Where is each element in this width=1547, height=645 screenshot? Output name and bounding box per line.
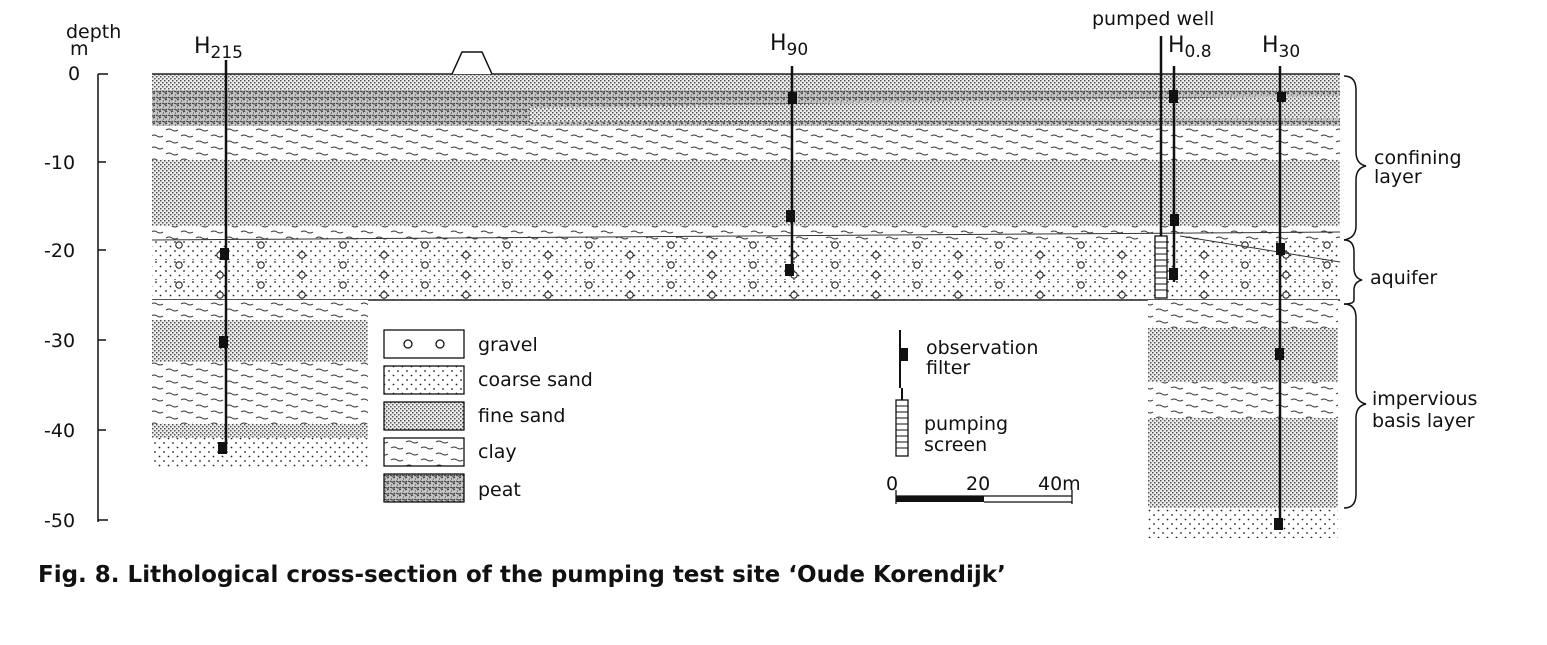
section-left-block bbox=[151, 73, 1341, 301]
legend-gravel-label: gravel bbox=[478, 334, 538, 356]
scale-label-40: 40m bbox=[1038, 473, 1081, 495]
legend-observation-line2: filter bbox=[926, 357, 970, 379]
axis-title-unit: m bbox=[70, 38, 89, 60]
legend-pumping-line1: pumping bbox=[924, 413, 1008, 435]
label-impervious-line2: basis layer bbox=[1372, 410, 1475, 432]
symbol-legend: observation filter pumping screen bbox=[895, 330, 1038, 457]
legend-observation-line1: observation bbox=[926, 337, 1038, 359]
scale-label-0: 0 bbox=[886, 473, 898, 495]
legend-fine-sand-label: fine sand bbox=[478, 405, 565, 427]
depth-axis: depth m 0 -10 -20 -30 -40 -50 bbox=[44, 21, 121, 532]
section-lower-right-block bbox=[1148, 300, 1338, 538]
label-impervious-line1: impervious bbox=[1372, 388, 1477, 410]
layer-braces bbox=[1343, 75, 1367, 509]
depth-tick-50: -50 bbox=[44, 510, 75, 532]
section-lower-left-block bbox=[152, 300, 368, 468]
well-label-h30: H30 bbox=[1262, 33, 1300, 62]
legend-clay-label: clay bbox=[478, 441, 517, 463]
label-confining-line1: confining bbox=[1374, 147, 1462, 169]
depth-tick-20: -20 bbox=[44, 240, 75, 262]
legend-peat-label: peat bbox=[478, 479, 521, 501]
label-aquifer: aquifer bbox=[1370, 267, 1437, 289]
pumped-well-label: pumped well bbox=[1092, 8, 1214, 30]
legend: gravel coarse sand fine sand clay peat bbox=[383, 329, 593, 503]
dike-symbol bbox=[451, 51, 493, 75]
well-label-h90: H90 bbox=[770, 31, 808, 60]
pumped-well: pumped well bbox=[1092, 8, 1214, 299]
well-label-h08: H0.8 bbox=[1168, 33, 1212, 62]
scale-bar: 0 20 40m bbox=[886, 473, 1081, 504]
brace-confining bbox=[1343, 75, 1367, 241]
depth-tick-40: -40 bbox=[44, 420, 75, 442]
well-label-h215: H215 bbox=[194, 34, 243, 63]
depth-tick-30: -30 bbox=[44, 330, 75, 352]
well-h30: H30 bbox=[1262, 33, 1300, 530]
depth-tick-0: 0 bbox=[68, 63, 80, 85]
axis-title-depth: depth bbox=[66, 21, 121, 43]
well-h90: H90 bbox=[770, 31, 808, 276]
brace-aquifer bbox=[1343, 239, 1363, 305]
legend-coarse-sand-label: coarse sand bbox=[478, 369, 593, 391]
legend-pumping-line2: screen bbox=[924, 434, 987, 456]
well-h08: H0.8 bbox=[1168, 33, 1212, 282]
brace-impervious bbox=[1343, 303, 1367, 509]
depth-tick-10: -10 bbox=[44, 152, 75, 174]
figure-caption: Fig. 8. Lithological cross-section of th… bbox=[38, 562, 1006, 588]
label-confining-line2: layer bbox=[1374, 166, 1422, 188]
scale-label-20: 20 bbox=[966, 473, 990, 495]
well-h215: H215 bbox=[194, 34, 243, 454]
